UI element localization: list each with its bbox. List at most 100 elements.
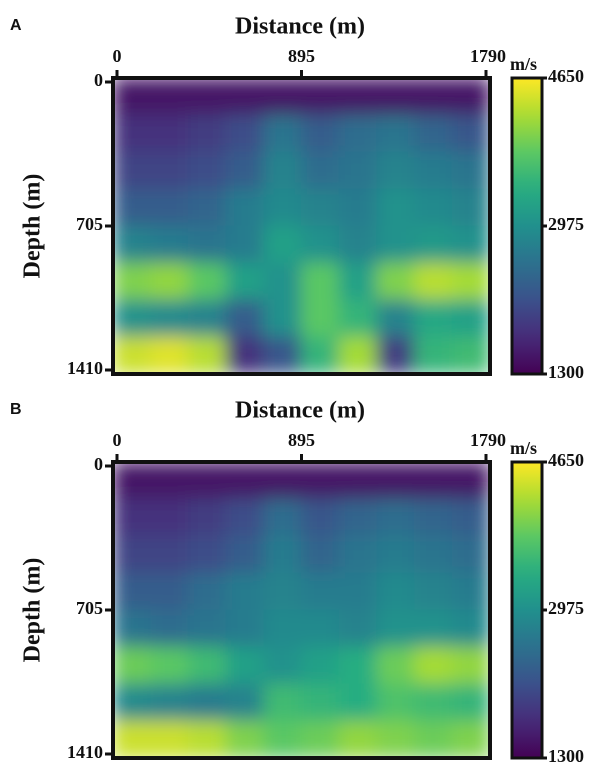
y-tick-label: 705	[76, 598, 103, 618]
heat-cell	[150, 262, 189, 301]
heat-cell	[301, 225, 340, 264]
heat-cell	[376, 572, 416, 611]
heat-cell	[263, 225, 302, 264]
heat-cell	[301, 299, 340, 338]
heat-cell	[187, 572, 227, 611]
heat-cell	[263, 720, 302, 758]
heat-cell	[187, 646, 227, 685]
heat-cell	[376, 262, 416, 301]
heat-cell	[150, 225, 189, 264]
heat-cell	[301, 646, 340, 685]
heat-cell	[301, 151, 340, 190]
colorbar	[510, 460, 544, 760]
heat-cell	[113, 498, 152, 537]
heat-cell	[225, 535, 265, 574]
colorbar-tick-label: 1300	[548, 362, 584, 382]
heat-cell	[263, 299, 302, 338]
x-tick-label: 0	[113, 430, 122, 450]
heat-cell	[338, 188, 378, 227]
heat-cell	[263, 262, 302, 301]
heat-cell	[113, 114, 152, 153]
x-tick-label: 1790	[470, 430, 506, 450]
heat-cell	[414, 225, 453, 264]
heat-cell	[225, 683, 265, 722]
x-tick-label: 1790	[470, 46, 506, 66]
heat-cell	[113, 572, 152, 611]
heat-cell	[263, 646, 302, 685]
heat-cell	[150, 646, 189, 685]
heat-cell	[338, 535, 378, 574]
heat-cell	[225, 720, 265, 758]
heat-cell	[263, 535, 302, 574]
heat-cell	[301, 262, 340, 301]
heat-cell	[451, 646, 490, 685]
heat-cell	[225, 299, 265, 338]
heat-cell	[451, 299, 490, 338]
heat-cell	[225, 609, 265, 648]
heat-cell	[414, 646, 453, 685]
heat-cell	[187, 299, 227, 338]
heat-cell	[376, 462, 416, 500]
heat-cell	[451, 188, 490, 227]
y-tick-label: 0	[94, 454, 103, 474]
heat-cell	[150, 462, 189, 500]
heat-cell	[187, 262, 227, 301]
heat-cell	[301, 572, 340, 611]
colorbar-tick-label: 1300	[548, 746, 584, 764]
heat-cell	[301, 683, 340, 722]
y-axis-title: Depth (m)	[20, 174, 46, 279]
heat-cell	[338, 114, 378, 153]
heat-cell	[113, 225, 152, 264]
heat-cell	[187, 114, 227, 153]
heat-cell	[301, 609, 340, 648]
heat-cell	[414, 151, 453, 190]
heat-cell	[376, 683, 416, 722]
heat-cell	[225, 572, 265, 611]
heat-cell	[150, 78, 189, 116]
heat-cell	[113, 151, 152, 190]
colorbar-label: m/s	[510, 54, 537, 74]
heatmap-cells	[113, 78, 490, 374]
heat-cell	[263, 114, 302, 153]
heatmap-cells	[113, 462, 490, 758]
heat-cell	[301, 498, 340, 537]
heat-cell	[150, 151, 189, 190]
heat-cell	[451, 683, 490, 722]
heat-cell	[187, 188, 227, 227]
y-tick-label: 0	[94, 70, 103, 90]
heat-cell	[150, 609, 189, 648]
heat-cell	[301, 462, 340, 500]
heat-cell	[451, 498, 490, 537]
heat-cell	[376, 535, 416, 574]
heat-cell	[263, 151, 302, 190]
heat-cell	[451, 609, 490, 648]
heat-cell	[451, 720, 490, 758]
heat-cell	[338, 646, 378, 685]
heat-cell	[150, 572, 189, 611]
heat-cell	[113, 262, 152, 301]
heat-cell	[338, 462, 378, 500]
heat-cell	[113, 646, 152, 685]
heat-cell	[376, 114, 416, 153]
y-axis-title: Depth (m)	[20, 558, 46, 663]
heat-cell	[451, 262, 490, 301]
heat-cell	[414, 78, 453, 116]
colorbar-tick-label: 4650	[548, 66, 584, 86]
colorbar-tick-label: 4650	[548, 450, 584, 470]
heat-cell	[414, 609, 453, 648]
heat-cell	[225, 151, 265, 190]
heat-cell	[150, 299, 189, 338]
heat-cell	[414, 114, 453, 153]
heat-cell	[414, 336, 453, 374]
heat-cell	[301, 188, 340, 227]
heat-cell	[414, 535, 453, 574]
heat-cell	[225, 225, 265, 264]
heat-cell	[187, 151, 227, 190]
heat-cell	[301, 336, 340, 374]
y-tick-label: 1410	[67, 742, 103, 762]
heat-cell	[150, 720, 189, 758]
panel-label: A	[10, 17, 22, 34]
heat-cell	[376, 720, 416, 758]
heat-cell	[451, 151, 490, 190]
heat-cell	[263, 609, 302, 648]
